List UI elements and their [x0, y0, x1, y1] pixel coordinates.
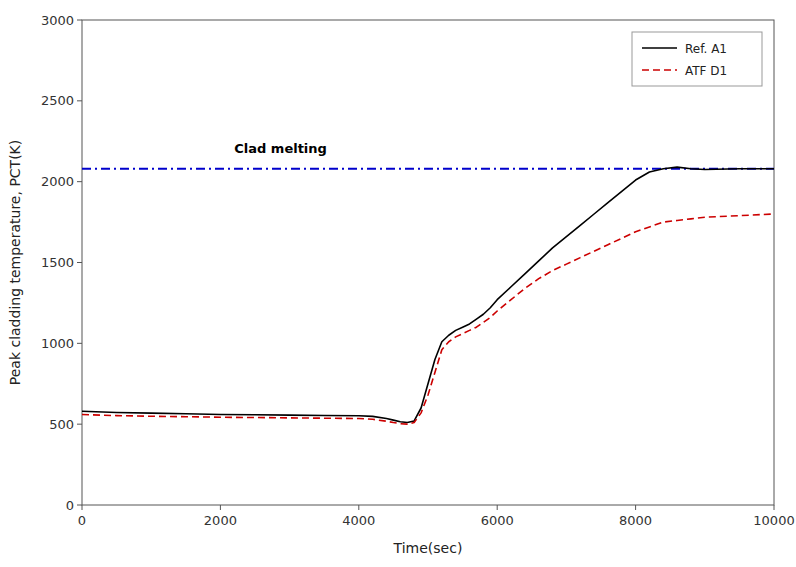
x-tick [220, 505, 221, 510]
legend-box [632, 32, 762, 86]
y-tick-label: 1500 [41, 255, 74, 270]
series-line [82, 214, 774, 424]
y-tick [77, 424, 82, 425]
y-tick [77, 505, 82, 506]
y-tick-label: 1000 [41, 336, 74, 351]
annotation: Clad melting [234, 141, 327, 156]
x-axis-label: Time(sec) [393, 540, 463, 556]
x-tick [635, 505, 636, 510]
series-line [82, 167, 774, 422]
y-axis-label: Peak cladding temperature, PCT(K) [7, 140, 23, 386]
legend-label: Ref. A1 [685, 42, 727, 56]
legend-label: ATF D1 [685, 64, 727, 78]
y-tick [77, 100, 82, 101]
y-tick [77, 181, 82, 182]
legend-swatch [642, 69, 677, 71]
x-tick-label: 2000 [204, 513, 237, 528]
x-tick [774, 505, 775, 510]
y-tick-label: 0 [66, 498, 74, 513]
y-tick-label: 3000 [41, 13, 74, 28]
plot-area [82, 167, 774, 424]
x-tick-label: 6000 [481, 513, 514, 528]
y-tick-label: 2500 [41, 93, 74, 108]
x-tick-label: 4000 [342, 513, 375, 528]
x-tick [497, 505, 498, 510]
y-tick-label: 2000 [41, 174, 74, 189]
x-tick-label: 0 [78, 513, 86, 528]
x-tick [82, 505, 83, 510]
x-tick-label: 10000 [753, 513, 794, 528]
y-tick [77, 20, 82, 21]
x-tick-label: 8000 [619, 513, 652, 528]
x-tick [358, 505, 359, 510]
y-tick-label: 500 [49, 417, 74, 432]
legend: Ref. A1 ATF D1 [632, 32, 762, 86]
y-tick [77, 262, 82, 263]
plot-frame [82, 20, 774, 505]
axes: 0 2000 4000 6000 8000 10000 0 500 1000 1500 2000 25… [41, 13, 795, 529]
legend-swatch [642, 47, 677, 49]
chart: 0 2000 4000 6000 8000 10000 0 500 1000 1500 2000 25… [0, 0, 796, 567]
y-tick [77, 343, 82, 344]
